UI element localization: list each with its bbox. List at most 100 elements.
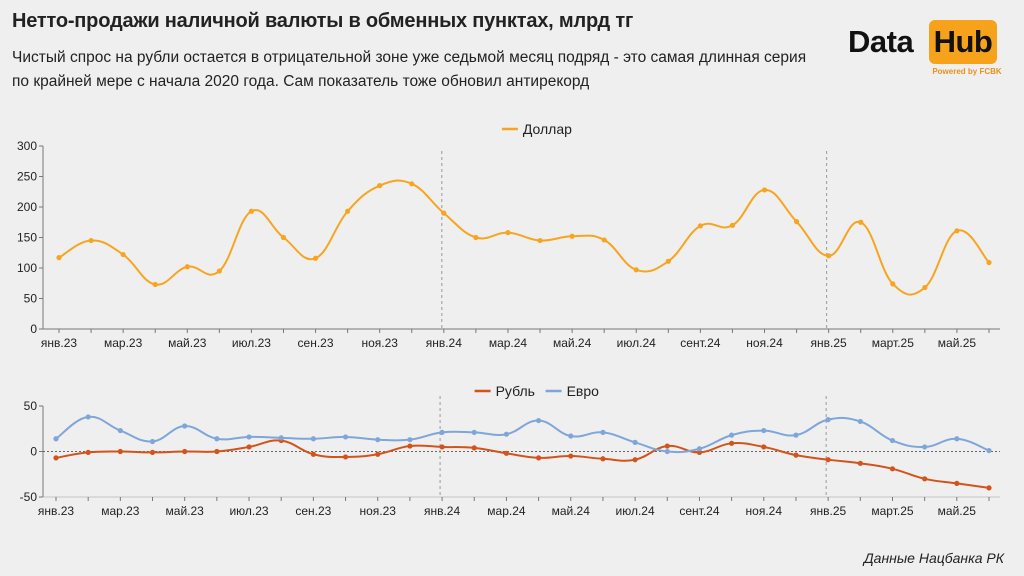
legend-label: Доллар — [523, 121, 572, 137]
data-point-euro — [986, 447, 992, 454]
x-tick-label: янв.23 — [41, 336, 78, 350]
data-point-dollar — [633, 267, 639, 273]
data-point-dollar — [537, 237, 543, 244]
x-tick-label: сен.23 — [298, 336, 334, 350]
data-point-ruble — [342, 454, 349, 460]
data-point-euro — [278, 435, 284, 441]
x-tick-label: ноя.23 — [361, 336, 398, 350]
y-tick-label: 0 — [30, 322, 37, 336]
data-point-euro — [696, 446, 703, 452]
x-tick-label: май.23 — [166, 504, 205, 518]
data-point-dollar — [890, 281, 896, 287]
data-point-ruble — [53, 455, 59, 461]
data-point-ruble — [503, 450, 510, 456]
x-tick-label: янв.24 — [424, 504, 461, 518]
y-tick-label: 250 — [17, 170, 37, 184]
data-point-dollar — [216, 268, 222, 274]
x-tick-label: май.25 — [938, 336, 977, 350]
chart-title: Нетто-продажи наличной валюты в обменных… — [12, 10, 634, 32]
source-note: Данные Нацбанка РК — [863, 550, 1004, 566]
data-point-euro — [857, 418, 863, 425]
data-point-euro — [117, 427, 123, 434]
data-point-ruble — [954, 480, 960, 486]
data-point-dollar — [312, 255, 319, 261]
x-tick-label: июл.23 — [232, 336, 271, 350]
data-point-dollar — [377, 183, 383, 189]
data-point-ruble — [375, 451, 381, 457]
x-tick-label: мар.24 — [487, 504, 526, 518]
data-point-dollar — [280, 234, 287, 241]
data-point-euro — [664, 448, 670, 455]
logo-tagline: Powered by FCBK — [932, 67, 1002, 76]
data-point-dollar — [826, 253, 832, 259]
data-point-ruble — [85, 449, 91, 456]
data-point-dollar — [56, 255, 62, 261]
x-tick-label: ноя.24 — [746, 504, 783, 518]
data-point-dollar — [665, 258, 671, 264]
x-tick-label: мар.23 — [104, 336, 143, 350]
data-point-dollar — [761, 187, 768, 193]
data-point-ruble — [825, 457, 831, 463]
x-tick-label: сент.24 — [680, 336, 720, 350]
data-point-dollar — [954, 228, 960, 234]
data-point-euro — [825, 417, 831, 423]
x-tick-label: март.25 — [872, 336, 915, 350]
datahub-logo: Data Hub Powered by FCBK — [848, 20, 1008, 80]
data-point-euro — [439, 429, 445, 435]
chart-subtitle: Чистый спрос на рубли остается в отрицат… — [12, 49, 807, 90]
data-point-dollar — [697, 223, 703, 229]
data-point-dollar — [248, 208, 255, 214]
data-point-euro — [246, 434, 252, 440]
x-tick-label: янв.24 — [426, 336, 463, 350]
data-point-euro — [182, 423, 188, 429]
data-point-dollar — [729, 222, 736, 228]
data-point-euro — [793, 432, 799, 438]
data-point-ruble — [117, 448, 123, 455]
data-point-euro — [214, 436, 220, 442]
data-point-dollar — [441, 210, 447, 216]
x-tick-label: сент.24 — [679, 504, 719, 518]
data-point-ruble — [246, 444, 252, 450]
chart-1: 0 50 100 150 200 250 300 янв.23 мар.23 май.23 июл.… — [17, 121, 1000, 350]
data-point-ruble — [407, 443, 413, 449]
data-point-ruble — [310, 451, 316, 457]
data-point-euro — [149, 438, 156, 445]
data-point-dollar — [569, 233, 575, 239]
data-point-euro — [535, 417, 542, 424]
data-point-euro — [407, 437, 413, 443]
data-point-dollar — [858, 219, 864, 225]
data-point-ruble — [664, 443, 670, 449]
legend-item-euro: Евро — [545, 383, 599, 399]
x-tick-label: ноя.23 — [359, 504, 396, 518]
data-point-ruble — [600, 456, 606, 462]
data-point-euro — [922, 444, 928, 450]
x-tick-label: май.23 — [168, 336, 207, 350]
x-tick-label: ноя.24 — [746, 336, 783, 350]
data-point-dollar — [409, 181, 415, 187]
data-point-euro — [568, 433, 574, 439]
data-point-dollar — [922, 284, 928, 291]
legend-item-ruble: Рубль — [474, 383, 535, 399]
data-point-ruble — [761, 444, 767, 450]
data-point-ruble — [793, 452, 799, 458]
data-point-dollar — [184, 264, 190, 270]
data-point-ruble — [149, 449, 156, 456]
logo-word-data: Data — [848, 24, 914, 59]
x-tick-label: мар.23 — [101, 504, 140, 518]
series-line-dollar — [58, 179, 990, 296]
y-tick-label: 100 — [17, 261, 37, 275]
data-point-dollar — [601, 237, 607, 243]
x-tick-label: май.25 — [938, 504, 977, 518]
data-point-euro — [761, 427, 767, 434]
data-point-ruble — [182, 448, 188, 455]
y-tick-label: 50 — [24, 292, 38, 306]
x-tick-label: янв.25 — [811, 336, 848, 350]
data-point-euro — [471, 429, 477, 435]
data-point-ruble — [729, 440, 735, 446]
data-point-dollar — [120, 251, 126, 258]
data-point-euro — [600, 429, 606, 435]
y-tick-label: 200 — [17, 200, 37, 214]
x-tick-label: мар.24 — [489, 336, 528, 350]
legend-item-dollar: Доллар — [501, 121, 572, 137]
